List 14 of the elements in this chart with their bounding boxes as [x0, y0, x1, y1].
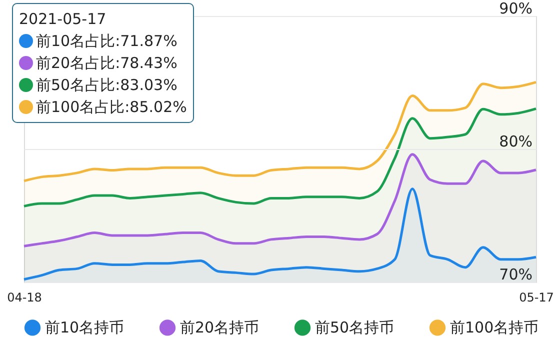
- annotation: 前100名占比:85.02%: [35, 97, 187, 118]
- legend-label: 前10名持币: [45, 318, 124, 337]
- annotation: 前20名占比:78.43%: [35, 53, 178, 74]
- y-tick-label: 70%: [499, 266, 532, 284]
- x-tick-label: 04-18: [7, 290, 42, 304]
- legend-label: 前100名持币: [450, 318, 539, 337]
- legend-label: 前20名持币: [180, 318, 260, 337]
- annotation: 前10名占比:71.87%: [35, 31, 178, 52]
- x-tick-label: 05-17: [519, 290, 554, 304]
- legend-label: 前50名持币: [315, 318, 394, 337]
- y-tick-label: 80%: [499, 132, 532, 150]
- annotation: 2021-05-17: [19, 9, 108, 30]
- y-tick-label: 90%: [499, 0, 532, 18]
- annotation: 前50名占比:83.03%: [35, 75, 178, 96]
